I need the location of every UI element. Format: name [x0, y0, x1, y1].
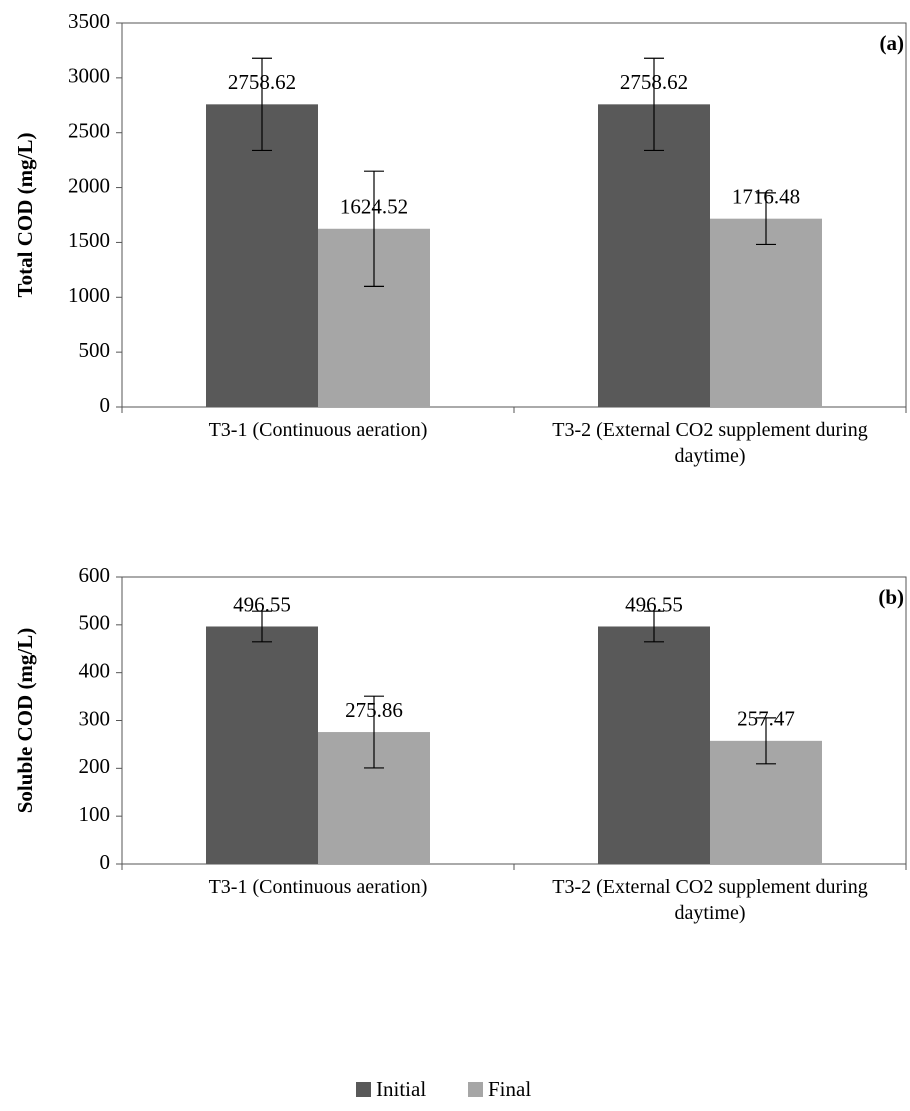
x-tick-label: T3-2 (External CO2 supplement during day…: [552, 876, 868, 924]
x-tick-label-box: T3-1 (Continuous aeration): [208, 876, 428, 898]
data-label: 496.55: [625, 592, 683, 616]
y-axis-label: Total COD (mg/L): [13, 133, 37, 298]
y-tick-label: 0: [100, 393, 111, 417]
y-tick-label: 2000: [68, 173, 110, 197]
y-tick-label: 500: [79, 338, 111, 362]
data-label: 496.55: [233, 592, 291, 616]
bar: [710, 218, 822, 407]
x-tick-label: T3-2 (External CO2 supplement during day…: [552, 419, 868, 467]
legend-swatch: [356, 1082, 371, 1097]
data-label: 2758.62: [228, 70, 296, 94]
y-tick-label: 100: [79, 802, 111, 826]
x-tick-label-box: T3-2 (External CO2 supplement during day…: [552, 419, 868, 467]
y-tick-label: 400: [79, 658, 111, 682]
y-tick-label: 2500: [68, 119, 110, 143]
y-tick-label: 200: [79, 754, 111, 778]
legend-label: Final: [488, 1077, 531, 1101]
panel-label: (a): [880, 31, 905, 55]
x-tick-label-box: T3-2 (External CO2 supplement during day…: [552, 876, 868, 924]
panel-label: (b): [878, 585, 904, 609]
y-tick-label: 300: [79, 706, 111, 730]
y-tick-label: 0: [100, 850, 111, 874]
bar: [206, 104, 318, 408]
data-label: 1624.52: [340, 195, 408, 219]
data-label: 1716.48: [732, 184, 800, 208]
y-tick-label: 1000: [68, 283, 110, 307]
y-axis-label: Soluble COD (mg/L): [13, 628, 37, 814]
x-tick-label: T3-1 (Continuous aeration): [208, 419, 428, 441]
x-tick-label: T3-1 (Continuous aeration): [208, 876, 428, 898]
y-tick-label: 3500: [68, 9, 110, 33]
y-tick-label: 600: [79, 563, 111, 587]
y-tick-label: 1500: [68, 228, 110, 252]
x-tick-label-box: T3-1 (Continuous aeration): [208, 419, 428, 441]
bar: [206, 626, 318, 864]
data-label: 275.86: [345, 698, 403, 722]
data-label: 2758.62: [620, 70, 688, 94]
bar: [598, 626, 710, 864]
legend-swatch: [468, 1082, 483, 1097]
legend-label: Initial: [376, 1077, 426, 1101]
y-tick-label: 500: [79, 611, 111, 635]
bar: [598, 104, 710, 408]
data-label: 257.47: [737, 707, 795, 731]
y-tick-label: 3000: [68, 64, 110, 88]
